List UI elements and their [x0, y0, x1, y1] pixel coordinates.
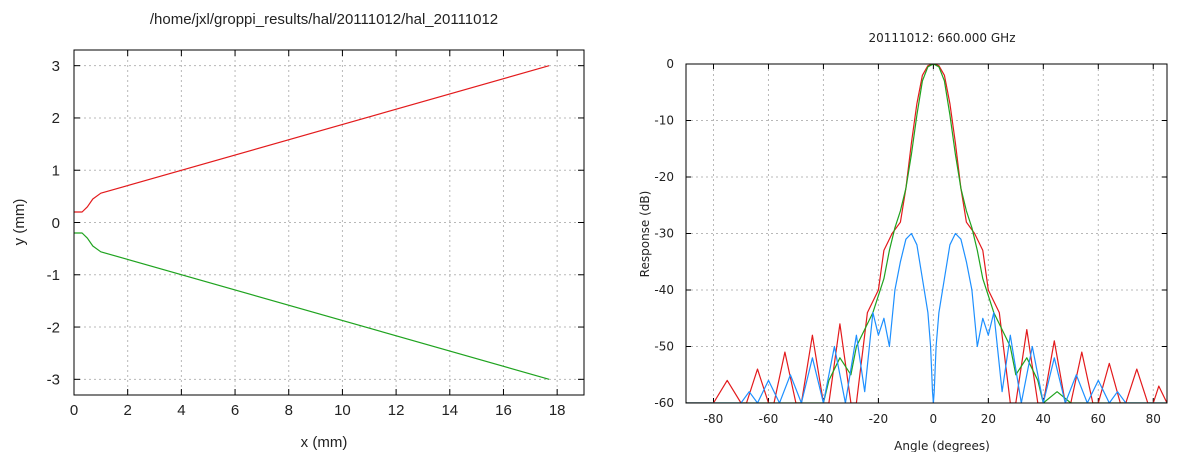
left-x-tick-label: 10 — [334, 402, 351, 419]
left-y-tick-label: 1 — [52, 162, 60, 179]
left-y-tick-label: 3 — [52, 58, 60, 75]
left-series-line-2 — [74, 232, 550, 380]
left-x-tick-label: 4 — [177, 402, 185, 419]
right-x-tick-label: 60 — [1091, 412, 1106, 426]
right-series-line-1 — [686, 64, 1167, 403]
left-chart-title: /home/jxl/groppi_results/hal/20111012/ha… — [150, 11, 498, 28]
right-x-tick-label: -60 — [759, 412, 779, 426]
left-x-tick-label: 0 — [70, 402, 78, 419]
left-x-tick-label: 14 — [441, 402, 458, 419]
right-plot-frame — [685, 63, 1168, 404]
right-x-tick-label: 0 — [930, 412, 938, 426]
right-y-tick-label: -50 — [654, 340, 674, 354]
left-chart-ylabel: y (mm) — [11, 199, 28, 246]
right-chart-xlabel: Angle (degrees) — [894, 439, 990, 452]
right-x-tick-label: -40 — [814, 412, 834, 426]
left-x-tick-label: 12 — [388, 402, 405, 419]
left-y-tick-label: -3 — [47, 372, 60, 389]
right-y-tick-label: -20 — [654, 170, 674, 184]
right-series-line-3 — [686, 232, 1167, 403]
right-y-tick-label: -60 — [654, 396, 674, 410]
right-x-tick-label: -20 — [869, 412, 889, 426]
left-y-tick-label: -1 — [47, 267, 60, 284]
left-x-tick-label: 2 — [124, 402, 132, 419]
right-x-tick-label: 20 — [981, 412, 996, 426]
left-y-tick-label: -2 — [47, 319, 60, 336]
right-y-tick-label: -10 — [654, 114, 674, 128]
right-series-line-2 — [686, 64, 1167, 403]
left-x-tick-label: 18 — [549, 402, 566, 419]
right-y-tick-label: -30 — [654, 227, 674, 241]
right-plot-area: -80 -60 -40 -20 0 20 40 60 80 0 -10 -20 -30 -40 -50 -60 — [654, 57, 1168, 426]
left-x-tick-label: 8 — [285, 402, 293, 419]
right-x-tick-label: 40 — [1036, 412, 1051, 426]
right-y-tick-label: -40 — [654, 283, 674, 297]
left-y-tick-label: 0 — [52, 215, 60, 232]
left-chart-xlabel: x (mm) — [301, 434, 348, 451]
left-x-tick-label: 16 — [495, 402, 512, 419]
right-y-tick-label: 0 — [666, 57, 674, 71]
left-y-tick-label: 2 — [52, 110, 60, 127]
left-series-line-1 — [74, 65, 550, 213]
right-x-tick-label: 80 — [1146, 412, 1161, 426]
left-x-tick-label: 6 — [231, 402, 239, 419]
right-chart-ylabel: Response (dB) — [638, 191, 652, 278]
right-chart-title: 20111012: 660.000 GHz — [869, 31, 1016, 45]
left-plot-frame — [73, 49, 585, 396]
right-x-tick-label: -80 — [704, 412, 724, 426]
